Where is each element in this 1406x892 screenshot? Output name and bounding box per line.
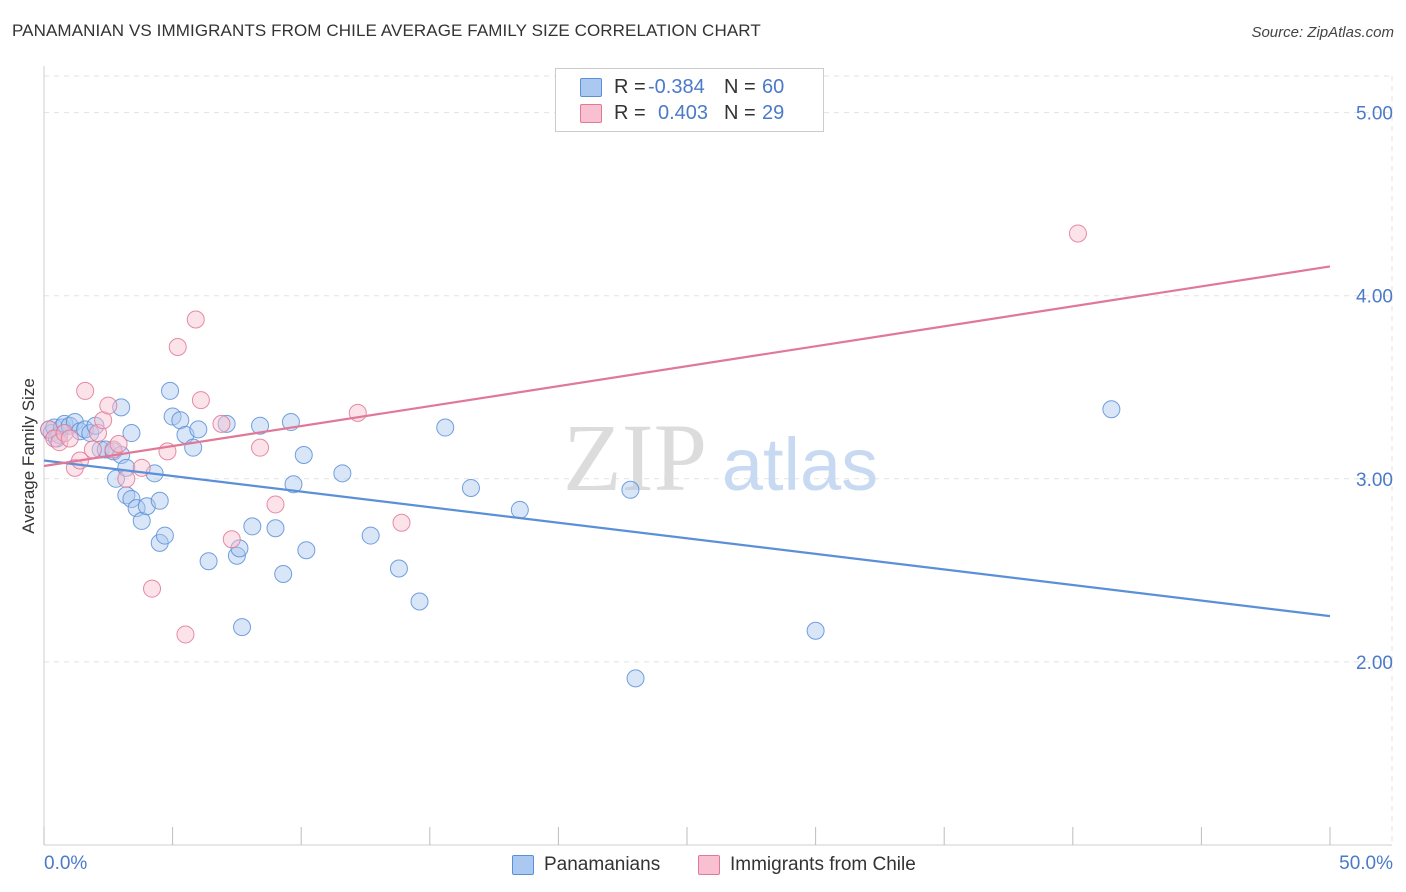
data-point bbox=[227, 546, 246, 565]
data-point bbox=[251, 416, 270, 435]
legend-r-value: -0.384 bbox=[648, 75, 705, 98]
data-point bbox=[191, 391, 210, 410]
data-point bbox=[168, 337, 187, 356]
data-point bbox=[60, 429, 79, 448]
legend-r-label: R = bbox=[614, 75, 646, 98]
data-point bbox=[333, 464, 352, 483]
tick-labels: 2.00 3.00 4.00 5.00 0.0% 50.0% bbox=[44, 104, 1393, 874]
chart-title: PANAMANIAN VS IMMIGRANTS FROM CHILE AVER… bbox=[12, 21, 761, 40]
data-point bbox=[392, 513, 411, 532]
data-point bbox=[266, 519, 285, 538]
watermark: ZIP atlas bbox=[563, 404, 878, 511]
trend-line-panamanians bbox=[43, 459, 1331, 618]
data-point bbox=[274, 565, 293, 584]
data-point bbox=[50, 433, 69, 452]
y-axis-label: Average Family Size bbox=[19, 378, 38, 534]
trend-line-immigrants-from-chile bbox=[43, 265, 1331, 468]
source-label: Source: ZipAtlas.com bbox=[1251, 24, 1394, 41]
watermark-atlas: atlas bbox=[722, 423, 878, 506]
legend-item-panamanians[interactable]: Panamanians bbox=[512, 851, 660, 879]
data-point bbox=[65, 413, 84, 432]
data-point bbox=[150, 491, 169, 510]
legend-n-label: N = bbox=[724, 101, 756, 124]
legend-row-panamanians: R = -0.384 N = 60 bbox=[580, 74, 784, 100]
data-point bbox=[461, 478, 480, 497]
correlation-legend: R = -0.384 N = 60 R = 0.403 N = 29 bbox=[555, 68, 824, 132]
legend-swatch-blue bbox=[580, 77, 602, 97]
legend-n-value: 29 bbox=[762, 101, 785, 124]
data-point bbox=[176, 625, 195, 644]
legend-swatch-blue bbox=[512, 855, 534, 875]
legend-label: Panamanians bbox=[544, 854, 661, 875]
y-tick-label: 4.00 bbox=[1356, 287, 1393, 308]
y-tick-label: 3.00 bbox=[1356, 470, 1393, 491]
legend-n-value: 60 bbox=[762, 75, 785, 98]
data-point bbox=[626, 669, 645, 688]
data-point bbox=[143, 579, 162, 598]
data-point bbox=[266, 495, 285, 514]
data-point bbox=[297, 541, 316, 560]
data-point bbox=[55, 424, 74, 443]
data-point bbox=[117, 469, 136, 488]
data-point bbox=[83, 440, 102, 459]
data-point bbox=[99, 396, 118, 415]
data-point bbox=[76, 381, 95, 400]
data-point bbox=[217, 414, 236, 433]
x-tick-label-min: 0.0% bbox=[44, 853, 87, 874]
data-point bbox=[243, 517, 262, 536]
legend-swatch-pink bbox=[580, 103, 602, 123]
legend-swatch-pink bbox=[698, 855, 720, 875]
data-point bbox=[251, 438, 270, 457]
data-point bbox=[510, 500, 529, 519]
legend-r-value: 0.403 bbox=[658, 101, 709, 124]
legend-row-chile: R = 0.403 N = 29 bbox=[580, 100, 784, 126]
data-point bbox=[230, 539, 249, 558]
data-point bbox=[410, 592, 429, 611]
data-point bbox=[161, 381, 180, 400]
data-point bbox=[436, 418, 455, 437]
y-tick-label: 5.00 bbox=[1356, 104, 1393, 125]
x-tick-label-max: 50.0% bbox=[1339, 853, 1393, 874]
data-point bbox=[294, 446, 313, 465]
data-point bbox=[212, 414, 231, 433]
data-point bbox=[155, 526, 174, 545]
grid-lines bbox=[44, 75, 1393, 845]
y-tick-label: 2.00 bbox=[1356, 653, 1393, 674]
data-point bbox=[117, 486, 136, 505]
data-point bbox=[1102, 400, 1121, 419]
data-point bbox=[284, 475, 303, 494]
data-point bbox=[189, 420, 208, 439]
data-point bbox=[621, 480, 640, 499]
legend-r-label: R = bbox=[614, 101, 646, 124]
data-point bbox=[389, 559, 408, 578]
data-point bbox=[109, 435, 128, 454]
data-point bbox=[233, 618, 252, 637]
data-point bbox=[806, 621, 825, 640]
data-point bbox=[199, 552, 218, 571]
data-point bbox=[361, 526, 380, 545]
legend-n-label: N = bbox=[724, 75, 756, 98]
legend-label: Immigrants from Chile bbox=[730, 854, 916, 875]
legend-item-chile[interactable]: Immigrants from Chile bbox=[698, 851, 916, 879]
data-point bbox=[1068, 224, 1087, 243]
axes bbox=[43, 66, 1392, 846]
data-point bbox=[122, 424, 141, 443]
data-point bbox=[222, 530, 241, 549]
data-point bbox=[186, 310, 205, 329]
trend-lines bbox=[43, 265, 1331, 618]
watermark-zip: ZIP bbox=[563, 404, 707, 511]
data-point bbox=[122, 489, 141, 508]
data-point bbox=[40, 420, 59, 439]
series-legend: Panamanians Immigrants from Chile bbox=[0, 851, 1406, 879]
data-point bbox=[45, 429, 64, 448]
